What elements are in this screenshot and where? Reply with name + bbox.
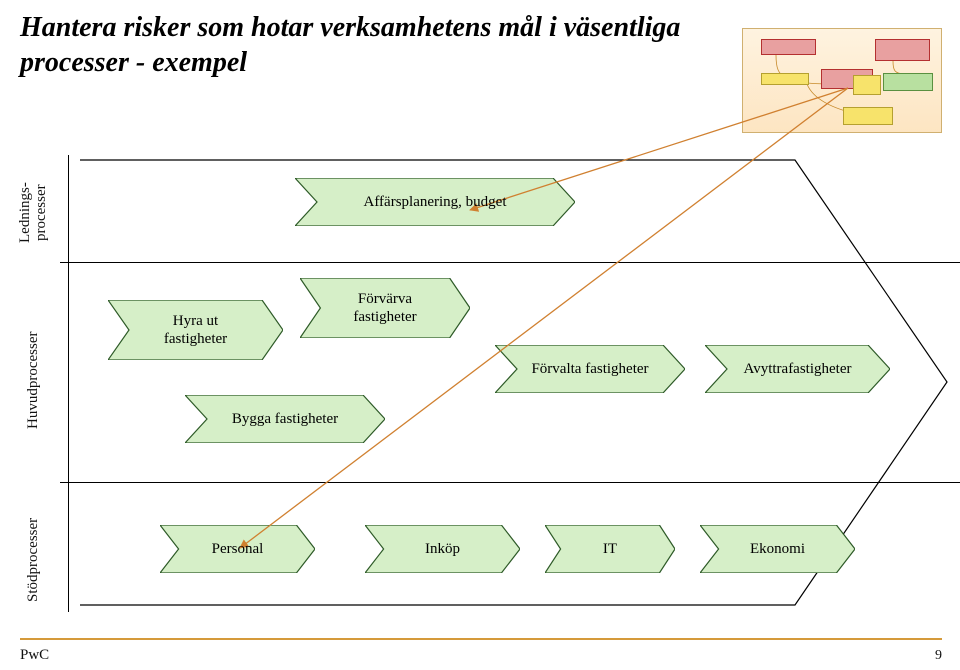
lane-label-huvud: Huvudprocesser (25, 300, 42, 460)
process-label: Avyttrafastigheter (737, 360, 857, 378)
process-label: Förvalta fastigheter (525, 360, 654, 378)
process-label: Personal (206, 540, 270, 558)
footer-rule (20, 638, 942, 640)
process-it: IT (545, 525, 675, 573)
process-label: Hyra utfastigheter (158, 312, 233, 348)
footer-page-number: 9 (935, 648, 942, 664)
process-forvarva: Förvärvafastigheter (300, 278, 470, 338)
process-label: Ekonomi (744, 540, 811, 558)
process-personal: Personal (160, 525, 315, 573)
process-label: Affärsplanering, budget (357, 193, 512, 211)
footer-brand: PwC (20, 647, 49, 664)
process-label: IT (597, 540, 623, 558)
lane-label-lednings: Lednings-processer (18, 175, 50, 250)
process-ekonomi: Ekonomi (700, 525, 855, 573)
process-label: Bygga fastigheter (226, 410, 344, 428)
lane-divider-2 (60, 482, 960, 483)
lane-vertical-divider (68, 155, 69, 612)
lane-label-stod: Stödprocesser (25, 500, 42, 620)
lane-divider-1 (60, 262, 960, 263)
process-avyttra: Avyttrafastigheter (705, 345, 890, 393)
process-label: Inköp (419, 540, 466, 558)
risk-matrix-thumbnail (742, 28, 942, 133)
process-inkop: Inköp (365, 525, 520, 573)
process-bygga: Bygga fastigheter (185, 395, 385, 443)
page-title: Hantera risker som hotar verksamhetens m… (20, 10, 720, 80)
process-forvalta: Förvalta fastigheter (495, 345, 685, 393)
process-affarsplanering: Affärsplanering, budget (295, 178, 575, 226)
process-label: Förvärvafastigheter (347, 290, 422, 326)
process-hyra: Hyra utfastigheter (108, 300, 283, 360)
